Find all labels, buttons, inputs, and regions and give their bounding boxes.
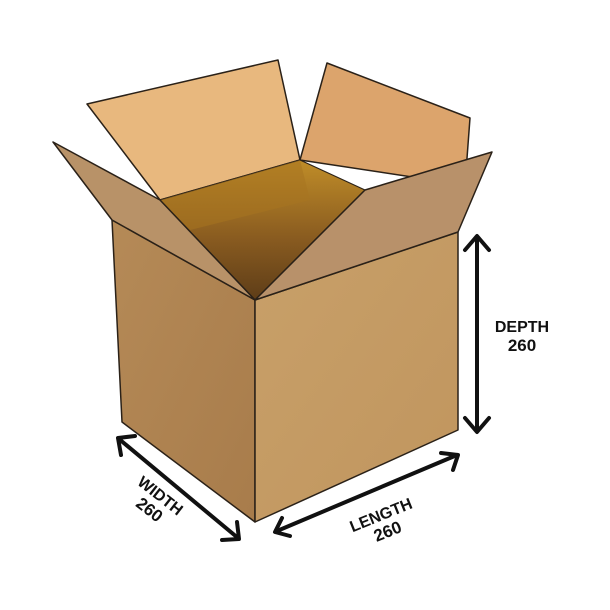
width-arrow — [116, 434, 241, 542]
depth-arrow — [463, 234, 491, 434]
depth-label: DEPTH — [495, 319, 549, 336]
length-label-group: LENGTH 260 — [348, 496, 415, 546]
box-interior-shade — [160, 160, 310, 230]
width-label-group: WIDTH 260 — [132, 474, 185, 526]
right-flap — [254, 151, 493, 301]
depth-value: 260 — [508, 336, 536, 355]
length-arrow — [273, 451, 460, 538]
